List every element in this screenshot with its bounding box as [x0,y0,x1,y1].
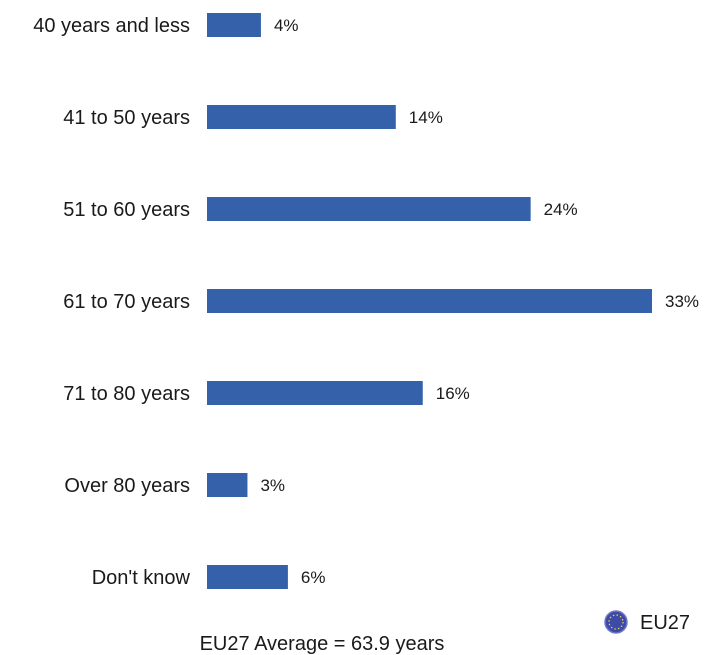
bars-group [207,13,652,589]
category-label-2: 51 to 60 years [63,199,190,221]
value-label-6: 6% [301,568,326,587]
category-label-3: 61 to 70 years [63,291,190,313]
value-label-0: 4% [274,16,299,35]
category-label-4: 71 to 80 years [63,383,190,405]
legend-label-eu27: EU27 [640,612,690,634]
legend: EU27 [604,610,690,634]
value-label-3: 33% [665,292,699,311]
value-label-5: 3% [260,476,285,495]
bar-3 [207,289,652,313]
value-label-4: 16% [436,384,470,403]
value-label-2: 24% [544,200,578,219]
average-note: EU27 Average = 63.9 years [200,633,445,655]
bar-4 [207,381,423,405]
value-labels-group: 4% 14% 24% 33% 16% 3% 6% [260,16,699,587]
category-label-6: Don't know [92,567,191,589]
bar-0 [207,13,261,37]
category-label-5: Over 80 years [64,475,190,497]
category-labels-group: 40 years and less 41 to 50 years 51 to 60 … [33,15,190,589]
value-label-1: 14% [409,108,443,127]
category-label-1: 41 to 50 years [63,107,190,129]
eu-flag-circle-icon [604,610,628,634]
bar-6 [207,565,288,589]
bar-1 [207,105,396,129]
bar-2 [207,197,531,221]
bar-5 [207,473,248,497]
category-label-0: 40 years and less [33,15,190,37]
